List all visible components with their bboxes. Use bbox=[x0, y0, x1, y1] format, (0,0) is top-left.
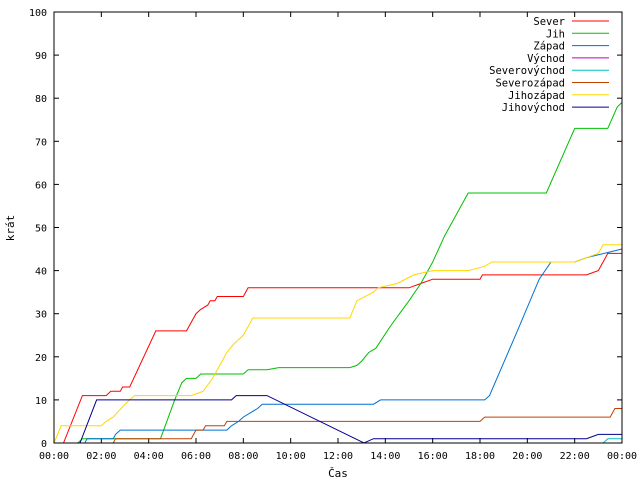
y-tick-label: 50 bbox=[35, 224, 47, 235]
x-tick-label: 02:00 bbox=[86, 451, 116, 462]
y-tick-label: 70 bbox=[35, 137, 47, 148]
x-tick-label: 20:00 bbox=[512, 451, 542, 462]
legend-label-severozapad: Severozápad bbox=[495, 78, 565, 90]
legend-label-jihovychod: Jihovýchod bbox=[502, 102, 565, 114]
x-axis-label: Čas bbox=[328, 467, 348, 480]
x-tick-label: 16:00 bbox=[418, 451, 448, 462]
x-tick-label: 00:00 bbox=[39, 451, 69, 462]
x-tick-label: 22:00 bbox=[560, 451, 590, 462]
legend-label-zapad: Západ bbox=[533, 41, 565, 53]
series-lines bbox=[53, 102, 623, 444]
x-tick-label: 00:00 bbox=[607, 451, 637, 462]
y-tick-label: 10 bbox=[35, 396, 47, 407]
x-tick-label: 08:00 bbox=[228, 451, 258, 462]
y-tick-label: 60 bbox=[35, 180, 47, 191]
y-tick-label: 20 bbox=[35, 353, 47, 364]
x-tick-label: 18:00 bbox=[465, 451, 495, 462]
y-tick-label: 40 bbox=[35, 267, 47, 278]
y-tick-label: 100 bbox=[29, 8, 47, 19]
series-line-zapad bbox=[54, 248, 623, 444]
x-axis-ticks: 00:00 02:00 04:00 06:00 08:00 10:00 12:00 14:00… bbox=[39, 12, 637, 462]
y-tick-label: 0 bbox=[41, 439, 47, 450]
y-axis-label: krát bbox=[4, 215, 17, 242]
x-tick-label: 12:00 bbox=[323, 451, 353, 462]
legend-label-jih: Jih bbox=[546, 28, 565, 40]
legend-label-sever: Sever bbox=[533, 16, 565, 28]
series-line-jihozapad bbox=[53, 244, 622, 444]
x-tick-label: 10:00 bbox=[276, 451, 306, 462]
legend: SeverJihZápadVýchodSeverovýchodSeverozáp… bbox=[489, 16, 609, 114]
x-tick-label: 04:00 bbox=[134, 451, 164, 462]
y-tick-label: 30 bbox=[35, 310, 47, 321]
x-tick-label: 14:00 bbox=[370, 451, 400, 462]
series-line-jih bbox=[54, 102, 623, 444]
y-tick-label: 80 bbox=[35, 94, 47, 105]
legend-label-jihozapad: Jihozápad bbox=[508, 90, 565, 102]
plot-area-border bbox=[53, 11, 623, 444]
series-line-jihovychod bbox=[54, 395, 622, 444]
x-tick-label: 06:00 bbox=[181, 451, 211, 462]
legend-label-vychod: Východ bbox=[527, 53, 565, 65]
y-axis-ticks: 0 10 20 30 40 50 60 70 80 90 100 bbox=[29, 8, 622, 450]
legend-label-severovychod: Severovýchod bbox=[489, 65, 565, 77]
series-line-sever bbox=[54, 252, 622, 444]
series-line-severozapad bbox=[54, 408, 622, 444]
y-tick-label: 90 bbox=[35, 51, 47, 62]
